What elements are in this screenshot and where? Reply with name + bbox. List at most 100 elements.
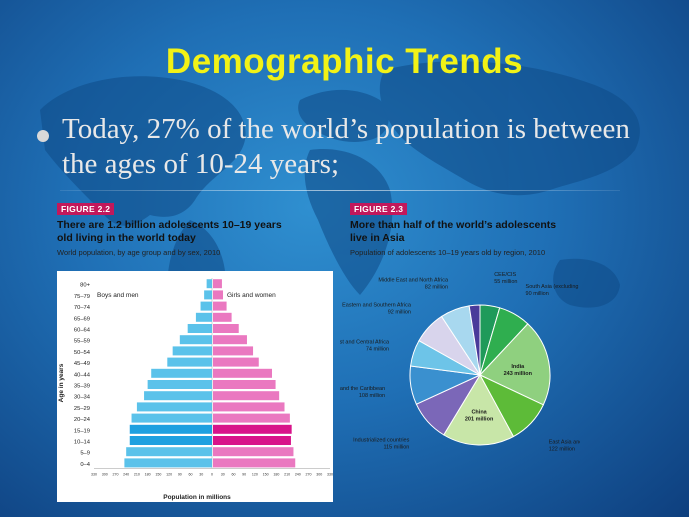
x-tick-label: 240 (123, 472, 129, 476)
pie-slice-label: South Asia (excluding India) (526, 284, 580, 290)
legend-girls: Girls and women (227, 292, 276, 299)
pie-slice (443, 373, 515, 446)
figure-2-3-subtitle: Population of adolescents 10–19 years ol… (350, 248, 546, 257)
age-tick-label: 75–79 (74, 294, 90, 300)
age-tick-label: 20–24 (74, 417, 91, 423)
pie-slice-label: Eastern and Southern Africa (342, 303, 412, 309)
girls-bar (213, 447, 294, 457)
x-tick-label: 150 (155, 472, 161, 476)
age-tick-label: 0–4 (80, 462, 90, 468)
girls-bar (213, 346, 254, 356)
x-tick-label: 270 (306, 472, 312, 476)
x-tick-label: 240 (295, 472, 301, 476)
boys-bar (126, 447, 212, 457)
figure-2-2-title-line1: There are 1.2 billion adolescents 10–19 … (57, 219, 282, 231)
age-tick-label: 60–64 (74, 328, 91, 334)
pie-slice-label: China (471, 409, 487, 415)
pie-slice-value: 92 million (388, 310, 411, 316)
age-tick-label: 40–44 (74, 372, 91, 378)
pie-slice-label: West and Central Africa (340, 339, 390, 345)
figure-2-2-label: FIGURE 2.2 (57, 203, 115, 215)
pie-slice-value: 201 million (465, 416, 494, 422)
age-tick-label: 35–39 (74, 384, 90, 390)
girls-bar (213, 324, 239, 333)
pie-slice-value: 74 million (366, 346, 389, 352)
girls-bar (213, 290, 224, 300)
girls-bar (213, 312, 232, 322)
pie-slice-value: 55 million (494, 279, 517, 285)
age-tick-label: 10–14 (74, 440, 91, 446)
boys-bar (195, 312, 212, 322)
pie-slice-label: Industrialized countries (353, 438, 410, 444)
population-pyramid-chart: 80+ 75–79 70–74 65–69 60–64 55–59 50–54 45–49 40… (57, 271, 333, 502)
pie-slice-value: 122 million (549, 447, 575, 453)
x-tick-label: 30 (221, 472, 225, 476)
slide-title: Demographic Trends (165, 42, 524, 81)
pie-slice-value: 108 million (359, 393, 385, 399)
girls-bar (213, 335, 247, 345)
boys-bar (151, 368, 212, 378)
boys-bar (129, 424, 212, 434)
pie-slice-label: Latin America and the Caribbean (340, 386, 385, 392)
pie-slice-value: 90 million (526, 291, 549, 297)
pie-slice-label: Middle East and North Africa (378, 278, 449, 284)
girls-bar (213, 391, 280, 401)
x-tick-label: 120 (166, 472, 172, 476)
x-tick-label: 270 (112, 472, 118, 476)
boys-bar (206, 279, 212, 289)
pie-slice-label: CEE/CIS (494, 272, 516, 278)
figure-2-2-title-line2: old living in the world today (57, 232, 196, 244)
age-tick-label: 55–59 (74, 339, 90, 345)
bullet-icon (37, 130, 49, 142)
boys-bar (147, 380, 212, 389)
girls-bar (213, 380, 276, 389)
girls-bar (213, 436, 291, 445)
x-tick-label: 60 (231, 472, 235, 476)
x-tick-label: 300 (102, 472, 108, 476)
figure-2-3-title-line2: live in Asia (350, 232, 405, 244)
girls-bar (213, 301, 227, 311)
x-tick-label: 210 (284, 472, 290, 476)
boys-bar (167, 357, 212, 367)
x-tick-label: 60 (189, 472, 193, 476)
pie-slice-label: India (511, 364, 525, 370)
x-tick-label: 150 (263, 472, 269, 476)
x-tick-label: 330 (327, 472, 333, 476)
pie-slice-value: 82 million (425, 285, 448, 291)
x-tick-label: 0 (211, 472, 213, 476)
boys-bar (172, 346, 212, 356)
boys-bar (200, 301, 212, 311)
x-tick-label: 180 (273, 472, 279, 476)
girls-bar (213, 368, 272, 378)
girls-bar (213, 413, 290, 423)
figure-2-2-subtitle: World population, by age group and by se… (57, 248, 221, 257)
age-tick-label: 65–69 (74, 316, 90, 322)
girls-bar (213, 279, 222, 289)
x-tick-label: 330 (91, 472, 97, 476)
x-tick-label: 180 (145, 472, 151, 476)
boys-bar (131, 413, 212, 423)
age-tick-label: 70–74 (74, 305, 91, 311)
age-tick-label: 30–34 (74, 395, 91, 401)
girls-bar (213, 458, 296, 468)
figure-2-3-title-line1: More than half of the world’s adolescent… (350, 219, 557, 231)
boys-bar (129, 436, 212, 445)
pyramid-ylabel: Age in years (58, 363, 65, 402)
age-tick-label: 80+ (80, 283, 90, 289)
pie-slice-value: 243 million (504, 371, 533, 377)
x-tick-label: 120 (252, 472, 258, 476)
girls-bar (213, 402, 285, 412)
age-tick-label: 25–29 (74, 406, 90, 412)
age-tick-label: 5–9 (80, 451, 90, 457)
boys-bar (136, 402, 212, 412)
boys-bar (144, 391, 212, 401)
bullet-text: Today, 27% of the world’s population is … (62, 113, 630, 180)
x-tick-label: 210 (134, 472, 140, 476)
x-tick-label: 30 (199, 472, 203, 476)
x-tick-label: 90 (178, 472, 182, 476)
divider (60, 190, 620, 191)
x-tick-label: 300 (316, 472, 322, 476)
x-tick-label: 90 (242, 472, 246, 476)
boys-bar (179, 335, 212, 345)
